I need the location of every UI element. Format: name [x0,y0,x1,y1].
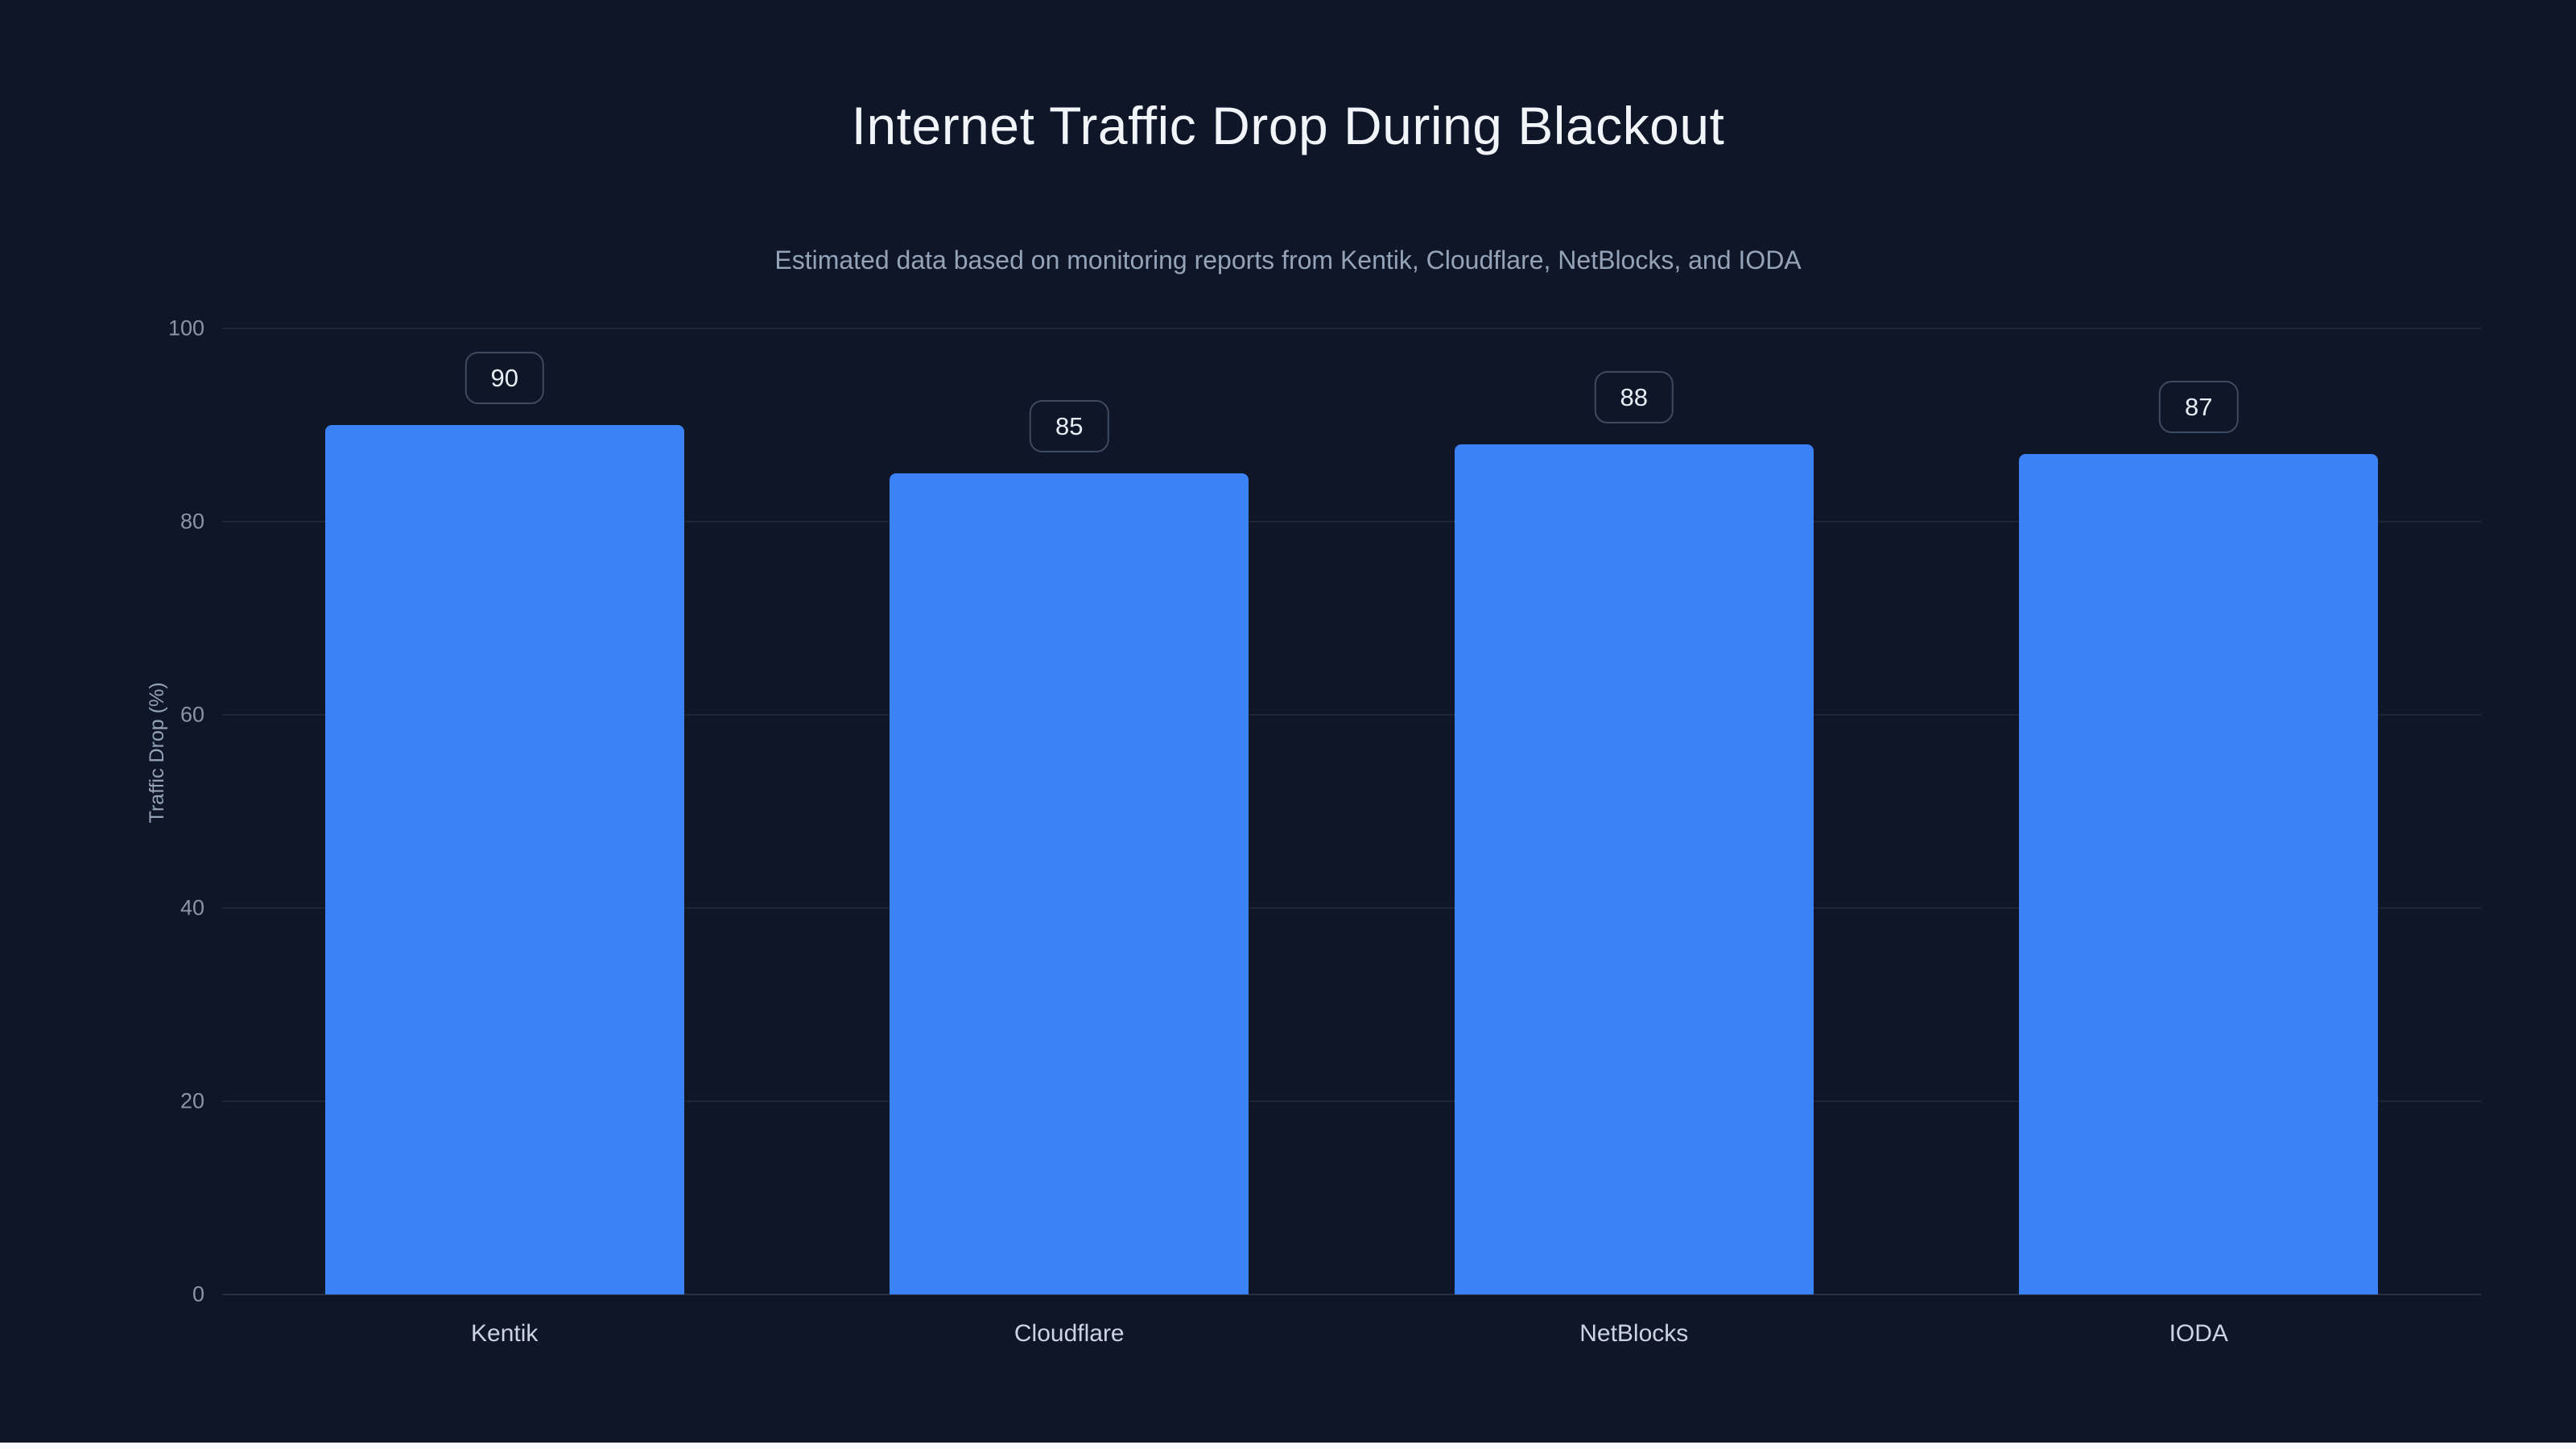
bar [1454,444,1814,1294]
x-axis-label: Kentik [471,1320,539,1347]
y-tick-label-20: 20 [180,1088,204,1113]
y-tick-label-0: 0 [192,1282,204,1307]
bar-value-badge: 85 [1030,399,1109,452]
y-tick-label-100: 100 [167,316,204,341]
x-axis-label: Cloudflare [1013,1320,1125,1347]
gridline-20 [222,1100,2481,1102]
bar [2019,454,2379,1294]
gridline-60 [222,714,2481,716]
gridline-80 [222,521,2481,522]
gridline-40 [222,907,2481,909]
y-tick-label-40: 40 [180,895,204,920]
bar [324,425,684,1294]
plot-area: 90 85 88 87 [222,328,2481,1295]
bar-value-badge: 87 [2159,380,2239,433]
page-bottom-strip [0,1443,2576,1449]
y-tick-label-80: 80 [180,509,204,534]
bar-group-cloudflare: 85 [787,328,1352,1294]
bar-value-badge: 90 [464,351,544,404]
gridline-100 [222,328,2481,329]
x-axis-label: IODA [2169,1320,2228,1347]
bar-group-ioda: 87 [1917,328,2482,1294]
y-tick-label-60: 60 [180,702,204,727]
x-axis-label: NetBlocks [1579,1320,1689,1347]
bar-value-badge: 88 [1594,370,1674,423]
bars-container: 90 85 88 87 [222,328,2481,1294]
chart-subtitle: Estimated data based on monitoring repor… [774,246,1802,275]
x-axis-labels: Kentik Cloudflare NetBlocks IODA [222,1320,2481,1348]
bar [890,473,1249,1294]
gridline-0 [222,1294,2481,1295]
bar-group-netblocks: 88 [1352,328,1917,1294]
bar-group-kentik: 90 [222,328,787,1294]
chart-title: Internet Traffic Drop During Blackout [851,96,1725,155]
